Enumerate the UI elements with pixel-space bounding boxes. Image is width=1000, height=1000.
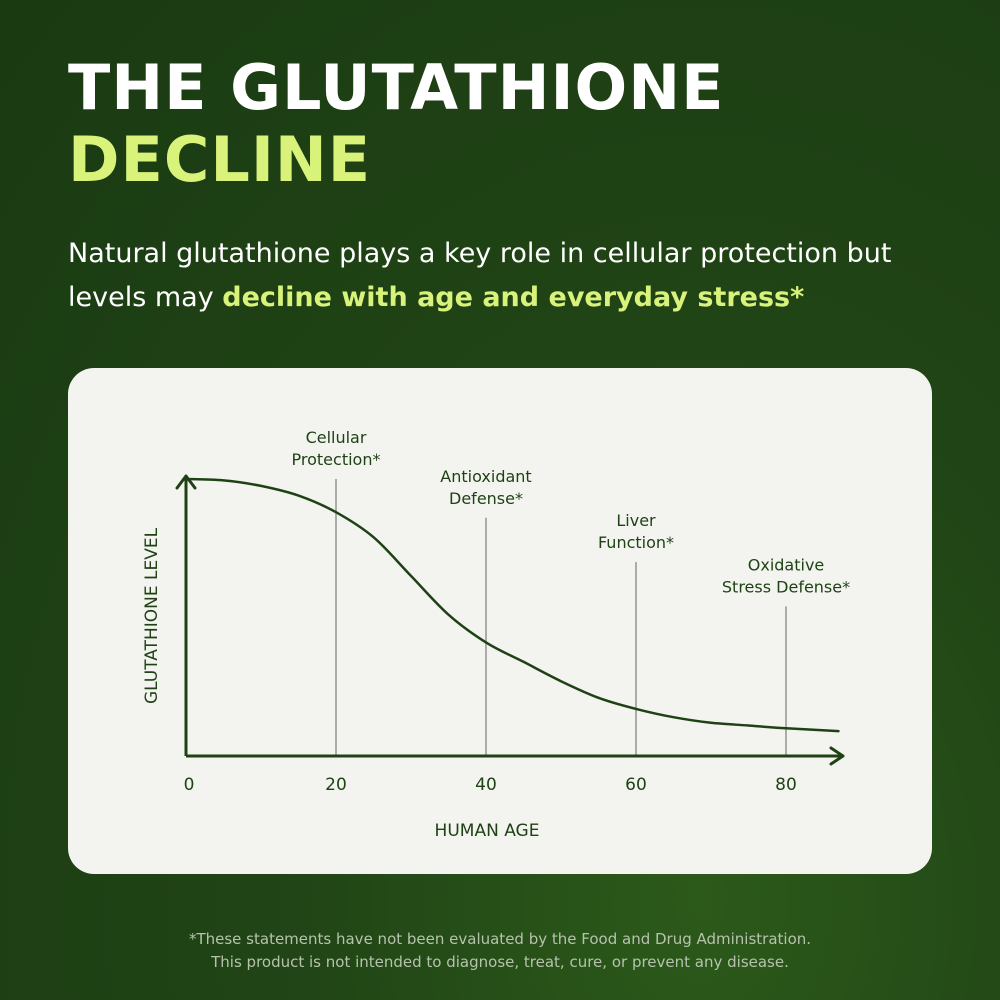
glutathione-chart: Cellular Protection* Antioxidant Defense* Li… xyxy=(142,428,850,841)
disclaimer: *These statements have not been evaluate… xyxy=(0,928,1000,974)
ticks-layer: 0 20 40 60 80 xyxy=(184,775,797,795)
x-tick-label-40: 40 xyxy=(475,775,497,795)
x-tick-label-20: 20 xyxy=(325,775,347,795)
curve-layer xyxy=(184,477,840,733)
marker-label-1-line-1: Cellular xyxy=(306,428,367,447)
marker-label-1-line-2: Protection* xyxy=(292,450,381,469)
x-axis-arrow xyxy=(829,746,845,766)
marker-label-4-line-2: Stress Defense* xyxy=(722,577,850,596)
title-line-1: THE GLUTATHIONE xyxy=(68,51,725,124)
marker-label-4-line-1: Oxidative xyxy=(748,555,825,574)
axes-layer xyxy=(175,474,845,766)
marker-label-3-line-2: Function* xyxy=(598,533,674,552)
chart-card: Cellular Protection* Antioxidant Defense* Li… xyxy=(68,368,932,874)
disclaimer-line-2: This product is not intended to diagnose… xyxy=(211,953,789,971)
subtitle-text: Natural glutathione plays a key role in … xyxy=(68,238,892,313)
marker-label-2-line-1: Antioxidant xyxy=(440,467,531,486)
y-axis-label: GLUTATHIONE LEVEL xyxy=(142,527,162,704)
y-axis-arrow xyxy=(175,474,197,490)
subtitle: Natural glutathione plays a key role in … xyxy=(68,232,948,320)
x-tick-label-80: 80 xyxy=(775,775,797,795)
marker-label-2-line-2: Defense* xyxy=(449,489,523,508)
glutathione-curve xyxy=(184,477,840,733)
x-axis-label: HUMAN AGE xyxy=(435,821,540,841)
marker-label-3-line-1: Liver xyxy=(616,511,656,530)
x-tick-label-60: 60 xyxy=(625,775,647,795)
title-line-2: DECLINE xyxy=(68,123,372,196)
disclaimer-line-1: *These statements have not been evaluate… xyxy=(188,930,812,948)
subtitle-highlight: decline with age and everyday stress* xyxy=(222,282,805,313)
page-title: THE GLUTATHIONE DECLINE xyxy=(68,52,725,196)
markers-layer: Cellular Protection* Antioxidant Defense* Li… xyxy=(292,428,850,756)
x-tick-label-0: 0 xyxy=(184,775,195,795)
